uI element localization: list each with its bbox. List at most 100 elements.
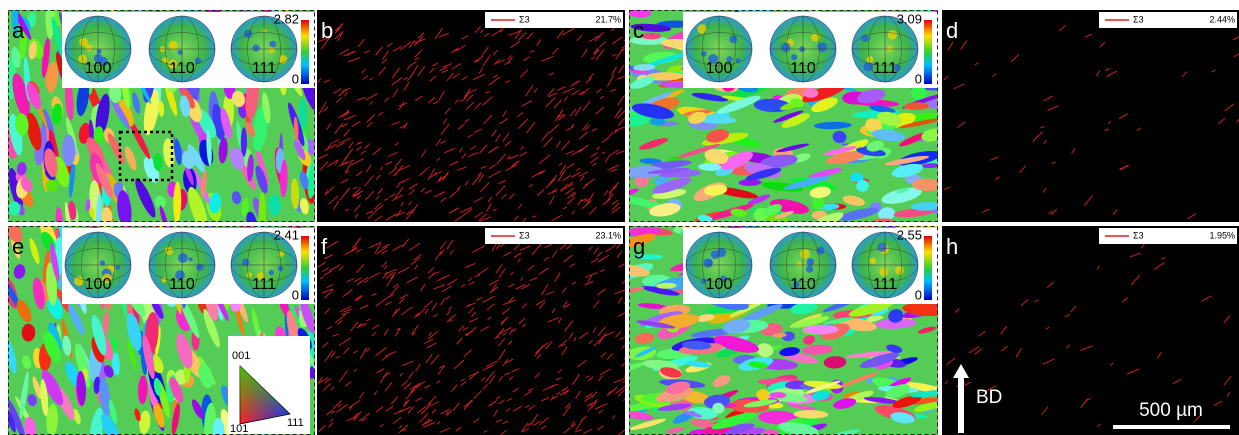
grain [176,333,193,369]
colorbar [924,236,932,300]
twin-boundary [421,419,433,426]
twin-boundary [501,193,508,200]
twin-boundary [484,32,490,38]
twin-boundary [333,200,340,210]
legend-fraction: 2.44% [1209,14,1235,24]
twin-boundary [477,171,483,176]
twin-boundary [408,371,414,380]
twin-boundary [589,156,599,164]
twin-boundary [512,327,517,332]
grain [791,316,830,328]
twin-boundary [491,129,497,138]
grain [904,102,930,111]
twin-boundary [526,122,536,134]
grain [101,207,113,222]
grain [704,149,729,165]
grain [154,195,166,209]
twin-boundary [584,394,593,403]
panel: Σ3 21.7% b [317,10,625,222]
twin-boundary [379,423,384,427]
twin-boundary [390,285,400,295]
twin-boundary [373,390,378,396]
twin-boundary [623,397,625,401]
grain [649,203,681,217]
pole-grid [148,32,216,66]
grain [174,138,182,166]
twin-boundary [563,390,570,396]
twin-boundary [472,73,486,81]
twin-boundary [1223,375,1232,386]
twin-boundary [547,190,557,195]
twin-boundary [323,106,329,112]
grain [810,212,844,222]
twin-boundary [1046,281,1054,288]
twin-boundary [338,337,351,346]
grain [64,201,72,222]
grain [16,162,27,176]
twin-boundary [1042,358,1055,365]
twin-boundary [408,189,416,195]
twin-boundary [319,161,329,171]
twin-boundary [617,296,623,304]
grain [665,381,690,395]
twin-boundary [466,101,474,110]
twin-boundary [388,167,398,175]
twin-boundary [499,117,509,125]
grain [268,194,281,216]
pole-spot [79,37,89,47]
twin-boundary [1043,139,1047,145]
twin-boundary [365,164,372,173]
twin-boundary [403,81,410,92]
boundary-map [317,10,625,222]
twin-boundary [354,294,363,301]
grain [212,417,225,435]
twin-boundary [615,47,624,60]
twin-boundary [551,250,558,258]
twin-boundary [460,44,466,49]
twin-boundary [1233,53,1239,58]
grain [159,205,169,222]
grain [781,113,810,128]
twin-boundary [1000,325,1008,335]
twin-boundary [351,237,362,249]
grain [629,113,650,127]
twin-boundary [363,347,368,352]
twin-boundary [985,385,997,392]
build-direction: BD [976,387,1002,408]
grain [874,318,917,329]
grain [89,407,104,435]
twin-boundary [424,308,429,315]
twin-boundary [531,243,542,256]
grain [299,197,309,215]
twin-boundary [584,280,594,286]
twin-boundary [1223,315,1231,324]
twin-boundary [526,32,534,40]
twin-boundary [333,88,342,94]
panel-label: h [946,234,958,259]
twin-boundary [557,114,566,121]
twin-boundary [597,425,604,431]
twin-boundary [473,390,483,399]
grain [12,73,30,118]
twin-boundary [568,332,574,339]
twin-boundary [330,410,336,414]
twin-boundary [353,277,362,283]
twin-boundary [338,88,347,97]
panel: 100 110 111 3.09 0 c [629,10,938,222]
pole-spot [168,40,178,50]
twin-boundary [494,336,500,340]
twin-boundary [610,88,616,92]
twin-boundary [381,58,388,64]
twin-boundary [508,30,522,36]
grain [69,155,76,199]
grain [683,411,703,418]
pole-spot [262,28,267,33]
twin-boundary [455,426,462,432]
grain [91,314,107,356]
grain [712,402,725,414]
twin-boundary [456,337,463,345]
pole-spot [99,260,106,266]
grain [740,304,783,323]
twin-boundary [359,391,365,400]
twin-boundary [394,158,402,168]
